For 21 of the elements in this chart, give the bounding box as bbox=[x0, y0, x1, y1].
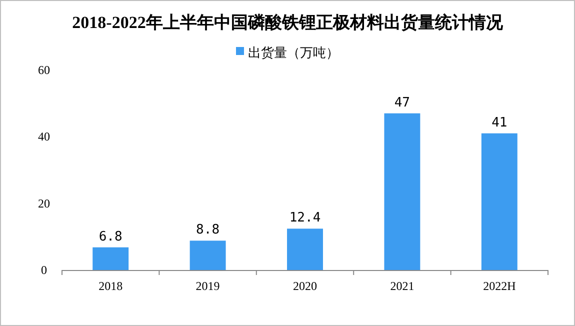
data-label: 41 bbox=[492, 115, 508, 130]
chart-title: 2018-2022年上半年中国磷酸铁锂正极材料出货量统计情况 bbox=[72, 13, 504, 32]
y-tick-label: 20 bbox=[38, 196, 50, 210]
data-label: 12.4 bbox=[289, 210, 321, 226]
y-tick-label: 60 bbox=[38, 63, 50, 77]
bar bbox=[92, 247, 129, 270]
bar bbox=[287, 228, 323, 270]
x-tick-label: 2022H bbox=[483, 279, 516, 293]
bar bbox=[384, 113, 420, 270]
legend-label: 出货量（万吨） bbox=[248, 45, 339, 60]
x-tick-label: 2019 bbox=[196, 279, 220, 293]
data-label: 6.8 bbox=[98, 229, 122, 244]
bar bbox=[190, 240, 226, 270]
y-tick-label: 0 bbox=[41, 263, 47, 277]
x-tick-label: 2020 bbox=[293, 279, 317, 293]
bar bbox=[481, 133, 518, 270]
x-tick-label: 2021 bbox=[390, 279, 414, 293]
data-label: 47 bbox=[394, 95, 410, 110]
x-tick-label: 2018 bbox=[98, 279, 123, 293]
data-label: 8.8 bbox=[196, 222, 220, 238]
y-tick-label: 40 bbox=[38, 130, 50, 144]
